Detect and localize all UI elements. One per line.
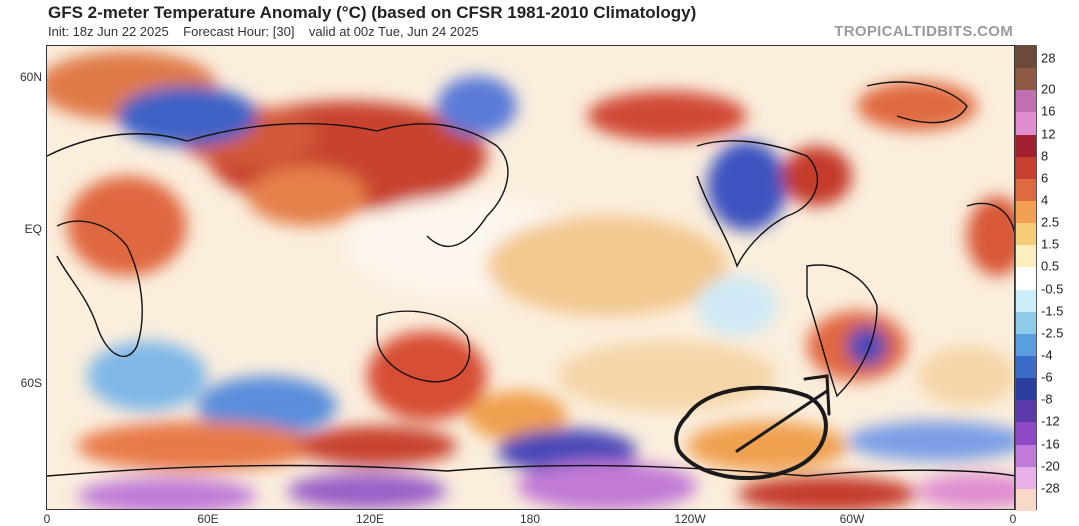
colorbar-tick-label: -12	[1041, 413, 1060, 429]
init-time: Init: 18z Jun 22 2025	[48, 24, 169, 39]
colorbar-tick-label: 6	[1041, 170, 1049, 186]
lat-label-60n: 60N	[19, 70, 42, 84]
colorbar-swatch	[1016, 289, 1036, 312]
colorbar-tick-label: 8	[1041, 148, 1049, 164]
anomaly-map	[46, 45, 1015, 510]
colorbar-tick-label: 12	[1041, 126, 1056, 142]
colorbar	[1015, 45, 1037, 511]
colorbar-tick-label: 1.5	[1041, 236, 1060, 252]
colorbar-swatch	[1016, 178, 1036, 201]
lon-label-0-right: 0	[1009, 512, 1017, 526]
annotation-circle	[674, 385, 828, 481]
colorbar-tick-label: -8	[1041, 391, 1053, 407]
colorbar-swatch	[1016, 400, 1036, 423]
lon-label-0-left: 0	[43, 512, 51, 526]
colorbar-swatch	[1016, 223, 1036, 246]
colorbar-swatch	[1016, 245, 1036, 268]
coastlines	[47, 81, 1014, 477]
colorbar-swatch	[1016, 267, 1036, 290]
lon-label-120e: 120E	[355, 512, 385, 526]
colorbar-tick-label: 4	[1041, 192, 1049, 208]
colorbar-swatch	[1016, 90, 1036, 113]
map-title: GFS 2-meter Temperature Anomaly (°C) (ba…	[48, 3, 697, 22]
colorbar-tick-label: 2.5	[1041, 214, 1060, 230]
colorbar-tick-label: -2.5	[1041, 325, 1064, 341]
colorbar-swatch	[1016, 355, 1036, 379]
brand-watermark: TROPICALTIDBITS.COM	[834, 23, 1013, 40]
anomaly-field	[47, 51, 1014, 509]
colorbar-swatch	[1016, 444, 1036, 467]
lat-label-eq: EQ	[24, 222, 42, 236]
lon-label-60e: 60E	[197, 512, 219, 526]
colorbar-swatch	[1016, 134, 1036, 157]
colorbar-swatch	[1016, 68, 1036, 91]
colorbar-swatch	[1016, 333, 1036, 356]
colorbar-swatch	[1016, 378, 1036, 401]
lat-label-60s: 60S	[20, 376, 42, 390]
colorbar-tick-label: -0.5	[1041, 281, 1064, 297]
colorbar-tick-label: -1.5	[1041, 303, 1064, 319]
forecast-hour: Forecast Hour: [30]	[183, 24, 295, 39]
colorbar-tick-label: 28	[1041, 50, 1056, 66]
colorbar-tick-label: -20	[1041, 458, 1060, 474]
colorbar-swatch	[1016, 200, 1036, 224]
lon-label-60w: 60W	[839, 512, 865, 526]
colorbar-swatch	[1016, 488, 1036, 511]
colorbar-tick-label: 16	[1041, 103, 1056, 119]
colorbar-tick-label: 0.5	[1041, 258, 1060, 274]
colorbar-tick-label: -6	[1041, 369, 1053, 385]
lon-label-120w: 120W	[674, 512, 706, 526]
annotation-arrow	[735, 374, 831, 453]
map-subtitle: Init: 18z Jun 22 2025 Forecast Hour: [30…	[48, 24, 479, 39]
valid-time: valid at 00z Tue, Jun 24 2025	[308, 24, 479, 39]
colorbar-swatch	[1016, 46, 1036, 69]
map-canvas	[47, 46, 1014, 509]
colorbar-swatch	[1016, 311, 1036, 334]
colorbar-tick-label: -4	[1041, 347, 1053, 363]
colorbar-tick-label: -28	[1041, 480, 1060, 496]
colorbar-swatch	[1016, 422, 1036, 445]
colorbar-tick-label: -16	[1041, 436, 1060, 452]
colorbar-tick-label: 20	[1041, 81, 1056, 97]
colorbar-swatch	[1016, 466, 1036, 489]
colorbar-swatch	[1016, 112, 1036, 135]
lon-label-180: 180	[519, 512, 541, 526]
colorbar-swatch	[1016, 156, 1036, 179]
